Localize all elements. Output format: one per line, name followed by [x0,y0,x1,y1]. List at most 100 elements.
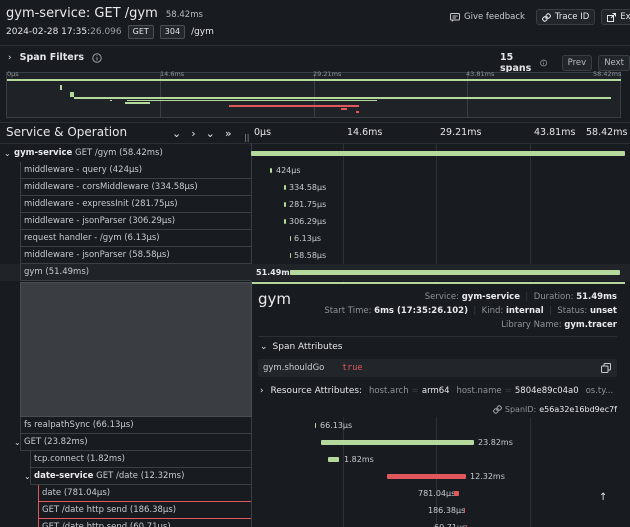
span-duration: 12.32ms [470,472,505,481]
trace-minimap[interactable] [6,72,621,118]
column-header-divider [0,143,630,144]
span-id[interactable]: SpanID: e56a32e16bd9ec7f [492,405,617,414]
span-service: date-service [34,471,94,481]
span-id-value: e56a32e16bd9ec7f [539,405,617,414]
link-icon [542,12,551,22]
next-button[interactable]: Next [598,55,630,71]
span-count: 15 spans [500,52,532,74]
table-row[interactable]: middleware - query (424μs) 424μs [0,162,630,179]
table-row[interactable]: date (781.04μs) 781.04μs [0,485,630,502]
span-bar [315,423,316,428]
span-detail-panel: gym Service: gym-service | Duration: 51.… [252,282,625,417]
span-operation: gym (51.49ms) [20,264,251,281]
table-row[interactable]: middleware - jsonParser (58.58μs) 58.58μ… [0,247,630,264]
service-operation-header: Service & Operation [6,125,128,139]
header-divider [0,45,630,46]
minimap-tick: 14.6ms [160,70,185,78]
span-operation: GET (23.82ms) [20,434,251,451]
span-bar [464,508,465,513]
collapse-one-icon[interactable]: ⌄ [172,127,182,140]
span-operation: middleware - corsMiddleware (334.58μs) [20,179,251,196]
span-operation: middleware - jsonParser (58.58μs) [20,247,251,264]
span-service: gym-service [14,148,73,158]
trace-title: gym-service: GET /gym 58.42ms [6,6,203,21]
minimap-span [125,102,150,104]
span-id-key: SpanID: [504,405,537,414]
resource-key: host.name [456,386,502,396]
span-operation: middleware - expressInit (281.75μs) [20,196,251,213]
resource-value: 5804e89c04a0 [514,386,579,396]
span-row-root[interactable]: ⌄ gym-service GET /gym (58.42ms) [0,145,630,162]
table-row[interactable]: fs realpathSync (66.13μs) 66.13μs [0,417,630,434]
table-row[interactable]: GET /date http send (186.38μs) 186.38μs [0,502,630,519]
span-bar [290,236,291,241]
collapse-all-icon[interactable]: ⌄ [205,127,215,140]
timestamp-ms: 26.096 [90,27,122,37]
status-value: unset [590,306,617,316]
span-operation: GET /gym (58.42ms) [75,148,163,158]
service-value: gym-service [461,292,520,302]
expand-one-icon[interactable]: › [191,127,196,140]
detail-row-2: Start Time: 6ms (17:35:26.102) | Kind: i… [324,306,617,316]
chevron-right-icon: › [8,52,12,63]
minimap-span [74,97,611,99]
span-bar [328,457,339,462]
trace-timestamp: 2024-02-28 17:35:26.096 [6,27,122,37]
span-duration: 60.71μs [434,519,466,527]
span-filters-label: Span Filters [19,52,85,63]
minimap-span [70,92,74,97]
header-actions: Give feedback Trace ID Export [445,9,630,25]
service-key: Service: [424,292,459,302]
table-row[interactable]: tcp.connect (1.82ms) 1.82ms [0,451,630,468]
export-button[interactable]: Export [601,9,630,25]
status-key: Status: [557,306,588,316]
timeline-tick: 43.81ms [534,127,576,138]
tree-controls: ⌄ › ⌄ » [172,127,232,140]
span-bar [290,270,620,275]
resource-attributes-toggle[interactable]: › Resource Attributes: host.arch = arm64… [260,386,614,396]
copy-icon[interactable] [601,363,611,373]
detail-row-1: Service: gym-service | Duration: 51.49ms [424,292,617,302]
chevron-right-icon: › [260,386,264,396]
minimap-span [60,85,62,90]
prev-button[interactable]: Prev [561,55,593,71]
span-attributes-toggle[interactable]: ⌄ Span Attributes [260,342,342,352]
span-filters-toggle[interactable]: › Span Filters [8,52,102,63]
attribute-key: gym.shouldGo [263,363,325,373]
span-duration: 1.82ms [344,455,374,464]
export-label: Export [620,12,630,22]
table-row[interactable]: GET /date http send (60.71μs) 60.71μs [0,519,630,527]
span-attributes-label: Span Attributes [272,342,343,352]
chevron-down-icon[interactable]: ⌄ [14,438,21,447]
span-operation: GET /date http send (60.71μs) [38,519,251,527]
table-row[interactable]: ⌄ GET (23.82ms) 23.82ms [0,434,630,451]
table-row[interactable]: ⌄ date-service GET /date (12.32ms) 12.32… [0,468,630,485]
chevron-down-icon[interactable]: ⌄ [4,149,11,158]
start-time-value: 6ms (17:35:26.102) [374,306,468,316]
chevron-down-icon[interactable]: ⌄ [24,472,31,481]
table-row[interactable]: middleware - expressInit (281.75μs) 281.… [0,196,630,213]
resource-value: arm64 [421,386,450,396]
span-duration: 58.58μs [294,251,327,260]
detail-span-name: gym [258,290,292,308]
timeline-tick: 14.6ms [347,127,383,138]
start-time-key: Start Time: [324,306,372,316]
span-row-selected[interactable]: gym (51.49ms) 51.49ms [0,264,630,281]
span-operation: fs realpathSync (66.13μs) [20,417,251,434]
table-row[interactable]: middleware - jsonParser (306.29μs) 306.2… [0,213,630,230]
scroll-to-top-icon[interactable]: ↑ [599,492,608,503]
minimap-span [356,111,359,113]
span-operation: tcp.connect (1.82ms) [30,451,251,468]
timeline-tick: 58.42ms [586,127,628,138]
trace-id-button[interactable]: Trace ID [535,9,596,25]
span-bar [290,253,291,258]
link-icon [492,405,502,414]
attribute-value: true [342,363,363,373]
table-row[interactable]: middleware - corsMiddleware (334.58μs) 3… [0,179,630,196]
table-row[interactable]: request handler - /gym (6.13μs) 6.13μs [0,230,630,247]
give-feedback-button[interactable]: Give feedback [445,9,530,25]
kind-value: internal [505,306,544,316]
resize-handle[interactable]: || [244,133,250,142]
expand-all-icon[interactable]: » [224,127,232,140]
span-duration: 186.38μs [428,506,466,515]
